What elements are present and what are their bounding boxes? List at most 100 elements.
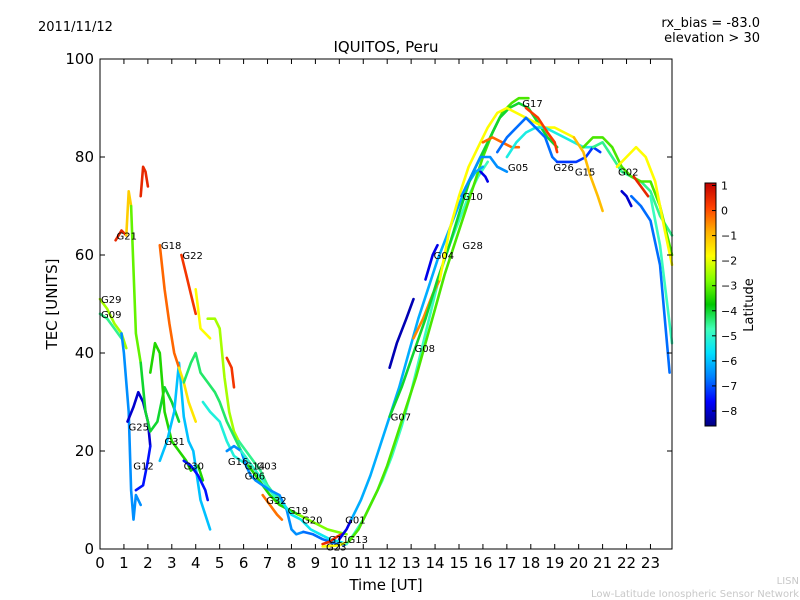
satellite-label: G03 xyxy=(257,462,277,473)
tec-series-line xyxy=(572,136,604,213)
lisn-long-label: Low-Latitude Ionospheric Sensor Network xyxy=(591,589,799,600)
colorbar-tick-label: −3 xyxy=(721,280,737,293)
y-tick-label: 100 xyxy=(65,50,94,68)
satellite-label: G22 xyxy=(182,251,202,262)
satellite-label: G29 xyxy=(101,295,121,306)
x-tick-label: 17 xyxy=(497,554,516,572)
tec-series-line xyxy=(139,361,181,433)
tec-series-line xyxy=(134,444,152,492)
x-tick-label: 16 xyxy=(473,554,492,572)
colorbar-tick-label: −2 xyxy=(721,255,737,268)
tec-series-line xyxy=(615,145,674,267)
satellite-label: G31 xyxy=(164,437,184,448)
y-tick-label: 0 xyxy=(84,540,94,558)
y-axis: 0 20 40 60 80 100 xyxy=(65,50,672,558)
colorbar-label: Latitude xyxy=(742,278,757,332)
x-tick-label: 7 xyxy=(263,554,273,572)
x-tick-label: 3 xyxy=(167,554,177,572)
tec-series-line xyxy=(125,190,133,237)
satellite-label: G32 xyxy=(266,496,286,507)
tec-series-line xyxy=(388,297,415,369)
satellite-label: G19 xyxy=(288,506,308,517)
colorbar-tick-label: 0 xyxy=(721,205,728,218)
tec-series-line xyxy=(620,190,633,208)
satellite-label: G08 xyxy=(415,344,435,355)
colorbar-ticks: 1 0 −1 −2 −3 −4 −5 −6 −7 −8 xyxy=(712,180,737,418)
colorbar-tick-label: −1 xyxy=(721,230,737,243)
tec-series-line xyxy=(180,253,197,316)
satellite-label: G06 xyxy=(245,472,265,483)
x-tick-label: 0 xyxy=(95,554,105,572)
x-tick-label: 14 xyxy=(426,554,445,572)
satellite-label: G25 xyxy=(129,423,149,434)
y-tick-label: 80 xyxy=(75,148,94,166)
x-tick-label: 1 xyxy=(119,554,129,572)
tec-series-line xyxy=(182,351,243,453)
satellite-label: G23 xyxy=(326,543,346,554)
satellite-label: G20 xyxy=(302,516,322,527)
satellite-label: G21 xyxy=(117,231,137,242)
x-tick-label: 8 xyxy=(287,554,297,572)
tec-series-line xyxy=(225,444,257,482)
satellite-label: G18 xyxy=(161,241,181,252)
satellite-label: G07 xyxy=(391,413,411,424)
tec-series-line xyxy=(582,136,674,257)
tec-series-line xyxy=(158,243,181,369)
tec-series-line xyxy=(225,356,236,389)
plot-frame xyxy=(99,58,673,550)
tec-series-line xyxy=(555,145,602,164)
date-label: 2011/11/12 xyxy=(38,20,113,35)
x-tick-label: 18 xyxy=(521,554,540,572)
tec-series-line xyxy=(321,533,343,546)
tec-series-line xyxy=(283,503,348,546)
tec-series-line xyxy=(254,479,305,536)
rx-bias-label: rx_bias = -83.0 xyxy=(661,16,760,31)
colorbar-tick-label: −5 xyxy=(721,330,737,343)
satellite-label: G11 xyxy=(328,535,348,546)
tec-series-line xyxy=(338,518,353,541)
tec-series-line xyxy=(261,493,284,521)
colorbar-tick-label: −4 xyxy=(721,305,737,318)
tec-series-line xyxy=(206,317,241,443)
tec-series-line xyxy=(524,106,559,154)
x-tick-label: 20 xyxy=(569,554,588,572)
tec-series-line xyxy=(182,459,209,502)
tec-series-line xyxy=(120,332,142,521)
satellite-label: G28 xyxy=(462,241,482,252)
colorbar-tick-label: −8 xyxy=(721,405,737,418)
tec-series-line xyxy=(239,449,286,507)
x-tick-label: 22 xyxy=(617,554,636,572)
tec-series-line xyxy=(114,229,128,242)
tec-series-line xyxy=(388,101,559,418)
colorbar xyxy=(704,182,717,427)
x-tick-label: 19 xyxy=(545,554,564,572)
tec-series-line xyxy=(496,116,559,164)
satellite-label: G15 xyxy=(575,168,595,179)
lisn-short-label: LISN xyxy=(777,576,799,587)
tec-series-line xyxy=(630,194,671,374)
satellite-label: G13 xyxy=(348,535,368,546)
x-tick-label: 15 xyxy=(449,554,468,572)
tec-series-line xyxy=(194,288,212,340)
tec-series-line xyxy=(424,243,439,281)
x-tick-label: 6 xyxy=(239,554,249,572)
tec-series-line xyxy=(139,165,150,198)
tec-series-line xyxy=(438,106,576,281)
colorbar-tick-label: −7 xyxy=(721,380,737,393)
tec-series-line xyxy=(297,513,348,536)
y-axis-label: TEC [UNITS] xyxy=(43,259,61,351)
chart-title: IQUITOS, Peru xyxy=(333,38,438,56)
satellite-label: G26 xyxy=(553,163,573,174)
satellite-label: G05 xyxy=(508,163,528,174)
x-tick-label: 13 xyxy=(402,554,421,572)
tec-series-line xyxy=(201,400,250,467)
y-tick-label: 60 xyxy=(75,246,94,264)
satellite-label: G04 xyxy=(434,251,454,262)
satellite-label: G09 xyxy=(101,310,121,321)
x-tick-label: 5 xyxy=(215,554,225,572)
tec-series-line xyxy=(129,204,142,365)
x-tick-label: 2 xyxy=(143,554,153,572)
tec-series-line xyxy=(632,175,650,198)
